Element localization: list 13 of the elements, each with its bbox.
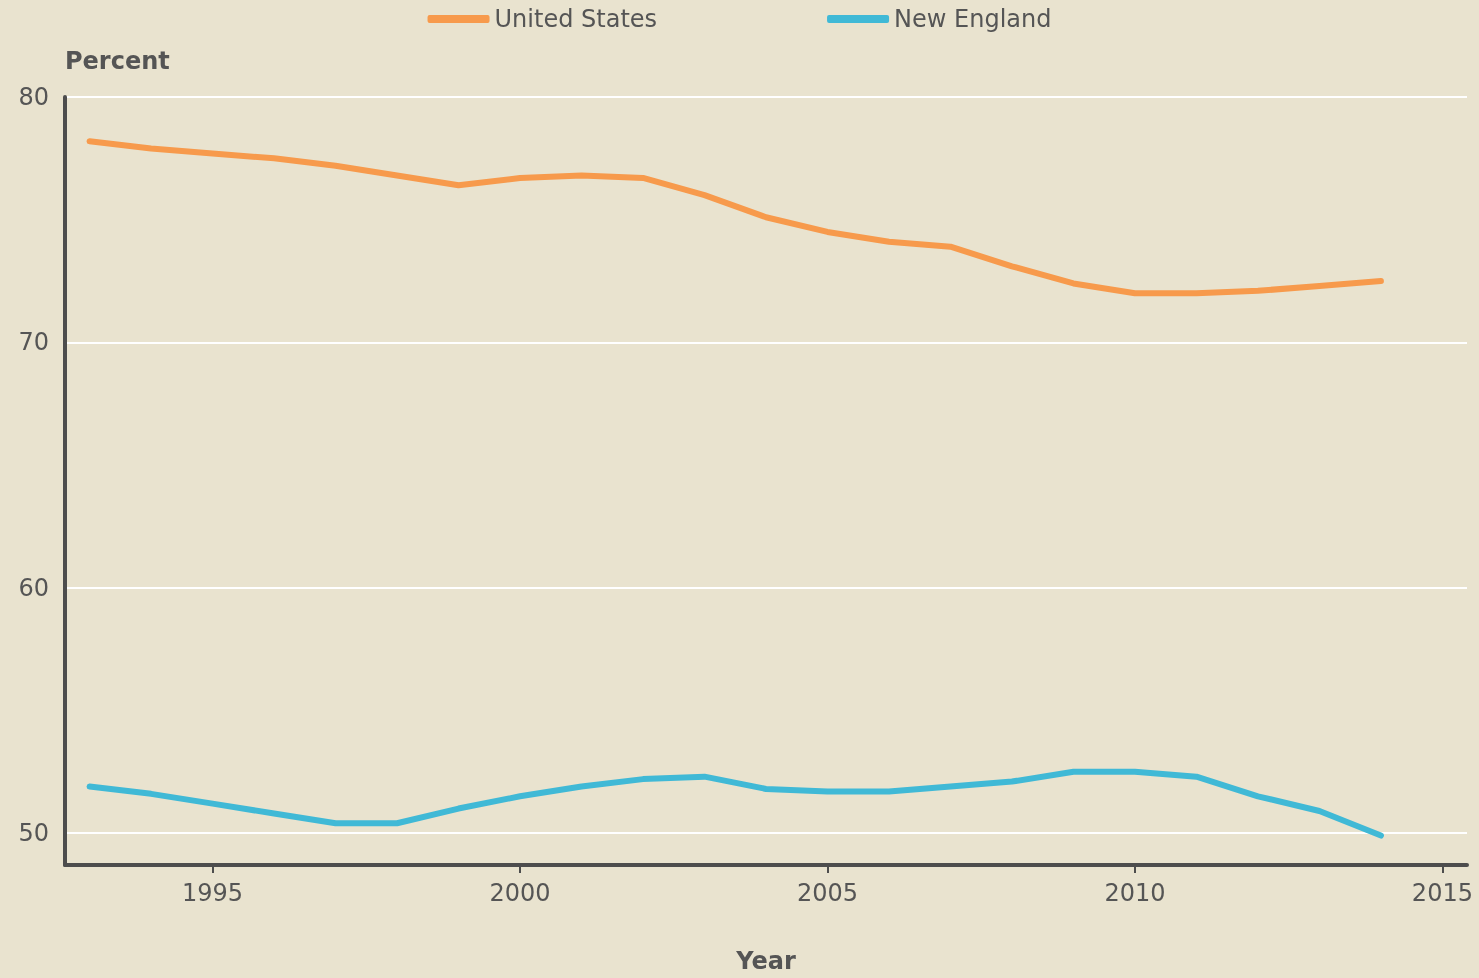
x-tick-label: 2015 — [1411, 879, 1473, 907]
legend-label: New England — [894, 5, 1052, 33]
legend-label: United States — [494, 5, 658, 33]
x-tick-label: 2000 — [489, 879, 551, 907]
y-tick-label: 60 — [18, 573, 49, 602]
y-tick-label: 50 — [18, 819, 49, 848]
x-tick-label: 2005 — [796, 879, 859, 907]
x-tick-label: 1995 — [182, 879, 244, 907]
y-axis-title: Percent — [65, 47, 170, 75]
y-tick-label: 80 — [18, 83, 49, 111]
x-tick-label: 2010 — [1104, 879, 1166, 907]
x-axis-title: Year — [735, 947, 796, 975]
y-tick-label: 70 — [18, 328, 49, 357]
